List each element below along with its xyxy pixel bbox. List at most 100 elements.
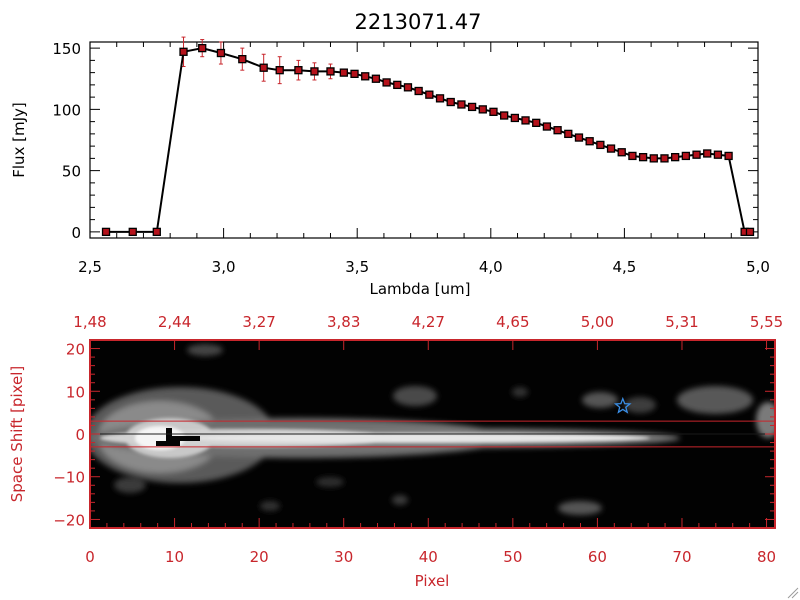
x-tick-label: 0 [85, 548, 95, 566]
data-point [435, 94, 445, 103]
data-point [671, 152, 680, 162]
x-tick-label: 3,0 [212, 258, 236, 276]
resize-grip-icon[interactable] [787, 587, 799, 599]
data-point [500, 111, 509, 120]
data-point [457, 100, 466, 109]
top-tick-label: 5,00 [581, 313, 614, 331]
data-point [724, 151, 733, 161]
top-tick-label: 5,31 [665, 313, 698, 331]
data-point [638, 152, 648, 162]
y-tick-label: 10 [66, 383, 85, 401]
x-tick-label: 4,0 [479, 258, 503, 276]
data-point [692, 150, 701, 159]
data-point [532, 118, 541, 127]
x-tick-label: 3,5 [345, 258, 369, 276]
x-tick-label: 50 [503, 548, 522, 566]
data-point [326, 67, 335, 76]
chart-title: 2213071.47 [355, 10, 482, 34]
x-tick-label: 80 [757, 548, 776, 566]
data-point [128, 227, 137, 237]
data-point [478, 105, 487, 114]
top-tick-label: 4,65 [496, 313, 529, 331]
y-tick-label: −10 [53, 469, 85, 487]
data-point [553, 126, 562, 135]
data-point [628, 151, 637, 161]
image-x-label: Pixel [415, 572, 450, 590]
x-tick-label: 20 [250, 548, 269, 566]
x-tick-label: 10 [165, 548, 184, 566]
data-point [371, 74, 381, 83]
image-top-axis: 1,48 2,44 3,27 3,83 4,27 4,65 5,00 5,31 5,55 [73, 313, 783, 350]
top-tick-label: 3,27 [242, 313, 275, 331]
data-point [101, 227, 111, 237]
data-point [660, 154, 669, 163]
data-point [745, 227, 755, 237]
top-tick-label: 3,83 [327, 313, 360, 331]
data-point [382, 78, 391, 87]
data-point [564, 129, 573, 139]
data-point [617, 148, 626, 157]
x-tick-label: 70 [672, 548, 691, 566]
data-point [446, 97, 455, 107]
image-y-axis: −20 −10 0 10 20 [53, 341, 775, 529]
data-point [606, 144, 616, 153]
top-tick-label: 2,44 [158, 313, 191, 331]
data-point [403, 83, 413, 92]
spectrum-points [101, 43, 755, 237]
data-point [596, 140, 605, 150]
data-point [350, 69, 359, 78]
data-point [339, 68, 348, 77]
x-tick-label: 5,0 [746, 258, 770, 276]
y-tick-label: 50 [62, 163, 81, 181]
data-point [152, 227, 161, 237]
image-emission [90, 344, 775, 515]
spectrum-error-bars [181, 36, 731, 162]
data-point [713, 150, 723, 159]
data-point [425, 90, 434, 99]
data-point [585, 137, 594, 146]
data-point [259, 63, 268, 72]
spectrum-x-axis: 2,5 3,0 3,5 4,0 4,5 5,0 [78, 42, 770, 276]
saturated-core [156, 428, 200, 446]
top-tick-label: 4,27 [412, 313, 445, 331]
data-point [703, 149, 712, 158]
y-tick-label: 100 [52, 101, 81, 119]
data-point [179, 47, 188, 56]
data-point [510, 113, 519, 123]
data-point [521, 116, 530, 125]
data-point [238, 55, 247, 64]
data-point [649, 154, 658, 163]
spectrum-x-label: Lambda [um] [370, 280, 471, 298]
x-tick-label: 30 [334, 548, 353, 566]
data-point [198, 43, 207, 53]
y-tick-label: 0 [75, 426, 85, 444]
data-point [310, 67, 319, 76]
x-tick-label: 4,5 [612, 258, 636, 276]
x-tick-label: 40 [419, 548, 438, 566]
star-marker-icon [613, 396, 632, 414]
y-tick-label: 0 [71, 224, 81, 242]
spectrum-plot: 0 50 100 150 2,5 3,0 3,5 4,0 4,5 5,0 [52, 36, 770, 276]
data-point [681, 151, 691, 161]
y-tick-label: −20 [53, 511, 85, 529]
image-y-label: Space Shift [pixel] [8, 366, 26, 503]
data-point [542, 122, 552, 131]
spectrum-image: 0 10 20 30 40 50 60 70 80 1,48 2,44 3,27 3,83 4,27 4,… [53, 313, 783, 566]
data-point [574, 133, 584, 142]
x-tick-label: 60 [588, 548, 607, 566]
spectrum-y-label: Flux [mJy] [10, 102, 28, 178]
x-tick-label: 2,5 [78, 258, 102, 276]
data-point [467, 102, 477, 112]
data-point [294, 66, 303, 75]
image-x-axis: 0 10 20 30 40 50 60 70 80 [85, 518, 776, 566]
data-point [414, 86, 423, 96]
data-point [361, 72, 370, 81]
spectrum-line [106, 47, 750, 233]
spectrum-y-axis: 0 50 100 150 [52, 40, 758, 242]
spectrum-axes-frame [89, 41, 759, 239]
data-point [275, 66, 284, 75]
top-tick-label: 5,55 [750, 313, 783, 331]
data-point [393, 80, 402, 90]
data-point [489, 107, 498, 116]
